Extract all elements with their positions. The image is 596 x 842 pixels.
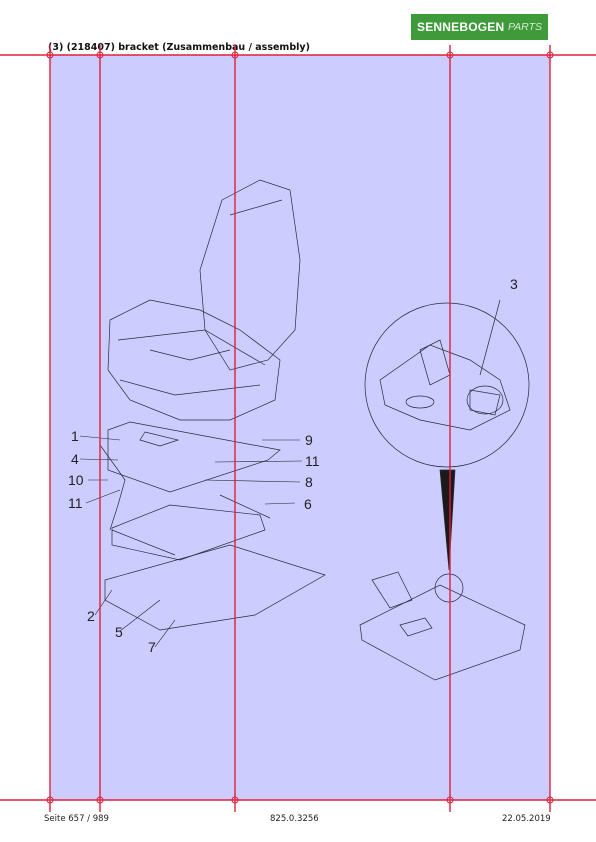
logo-parts-label: PARTS (507, 21, 542, 33)
callout-label: 2 (87, 608, 95, 624)
drawing-panel (50, 55, 550, 800)
brand-logo: SENNEBOGEN PARTS (411, 14, 548, 40)
callout-label: 1 (71, 428, 79, 444)
callout-label: 3 (510, 276, 518, 292)
callout-label: 8 (305, 474, 313, 490)
footer-date: 22.05.2019 (502, 814, 551, 824)
callout-labels: 1 4 10 11 2 5 7 6 8 11 9 3 (68, 276, 518, 655)
callout-label: 5 (115, 624, 123, 640)
callout-label: 9 (305, 432, 313, 448)
grid-lines (0, 45, 596, 812)
callout-label: 6 (304, 496, 312, 512)
seat-illustration (99, 179, 326, 631)
logo-wordmark: SENNEBOGEN (417, 20, 505, 34)
page-title: (3) (218407) bracket (Zusammenbau / asse… (48, 42, 310, 53)
callout-label: 4 (71, 451, 79, 467)
detail-view (359, 299, 530, 681)
footer-doc-number: 825.0.3256 (270, 814, 319, 824)
callout-label: 11 (68, 495, 83, 511)
footer-page-number: Seite 657 / 989 (44, 814, 109, 824)
callout-label: 11 (305, 453, 320, 469)
callout-leaders (79, 435, 303, 648)
callout-label: 7 (148, 639, 156, 655)
callout-label: 10 (68, 472, 84, 488)
grid-markers (46, 51, 554, 804)
